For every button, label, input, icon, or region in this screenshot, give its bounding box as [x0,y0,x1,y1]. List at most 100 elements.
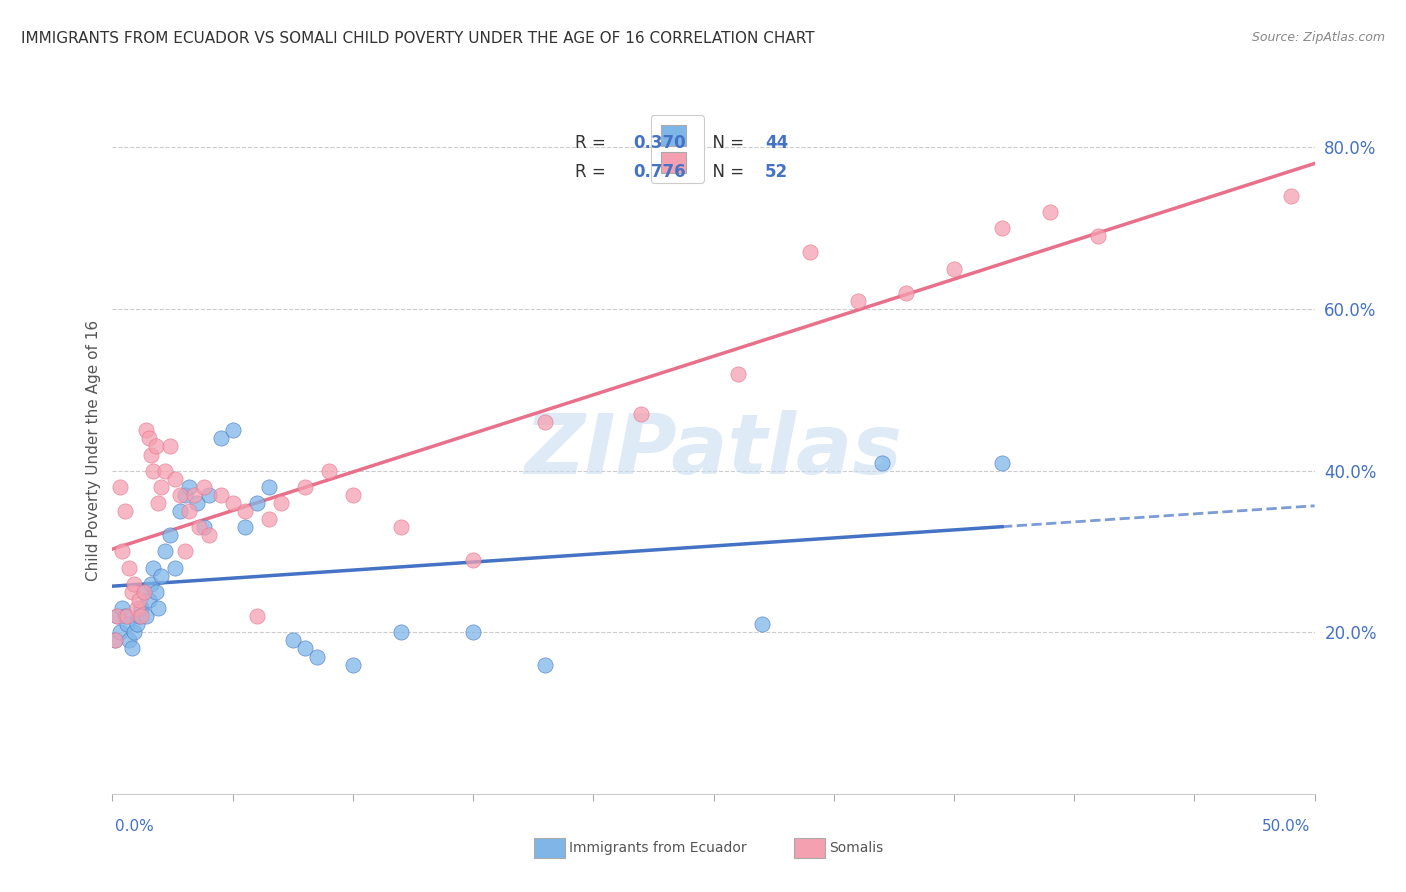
Point [270,496,292,510]
Point [197,528,219,542]
Point [534,657,557,672]
Point [179,480,201,494]
Point [145,585,167,599]
Point [222,496,245,510]
Point [128,593,150,607]
Point [115,609,138,624]
Point [727,367,749,381]
Point [318,464,340,478]
Legend: , : , [651,115,704,183]
Point [1279,189,1302,203]
Point [630,407,652,421]
Point [132,585,155,599]
Text: 50.0%: 50.0% [1263,820,1310,834]
Point [461,625,484,640]
Point [138,593,160,607]
Point [114,504,136,518]
Point [233,504,256,518]
Point [294,480,316,494]
Point [139,576,162,591]
Point [155,464,177,478]
Point [114,609,136,624]
Point [281,633,304,648]
Point [534,415,557,429]
Text: 0.0%: 0.0% [115,820,155,834]
Point [193,520,215,534]
Point [188,520,211,534]
Point [991,456,1014,470]
Point [294,641,316,656]
Point [461,552,484,566]
Text: R =: R = [575,163,612,181]
Point [257,480,280,494]
Point [138,431,160,445]
Point [173,544,195,558]
Point [209,431,232,445]
Point [131,609,153,624]
Point [169,488,191,502]
Point [121,641,143,656]
Point [131,601,153,615]
Text: N =: N = [702,163,749,181]
Point [342,657,364,672]
Text: Immigrants from Ecuador: Immigrants from Ecuador [569,841,747,855]
Point [163,472,186,486]
Point [118,560,141,574]
Point [139,448,162,462]
Point [246,496,269,510]
Point [108,625,131,640]
Text: 0.370: 0.370 [633,134,686,152]
Point [870,456,893,470]
Point [118,633,141,648]
Point [209,488,232,502]
Point [1087,229,1109,244]
Point [104,633,127,648]
Point [193,480,215,494]
Point [142,560,165,574]
Point [1039,205,1062,219]
Point [159,439,181,453]
Point [233,520,256,534]
Point [122,576,145,591]
Point [111,601,134,615]
Y-axis label: Child Poverty Under the Age of 16: Child Poverty Under the Age of 16 [86,320,101,581]
Point [257,512,280,526]
Point [751,617,773,632]
Point [135,609,157,624]
Point [173,488,195,502]
Text: 44: 44 [765,134,789,152]
Text: 0.776: 0.776 [633,163,686,181]
Point [159,528,181,542]
Point [305,649,328,664]
Point [222,423,245,437]
Point [389,520,412,534]
Point [149,568,172,582]
Text: N =: N = [702,134,749,152]
Point [145,439,167,453]
Point [111,544,134,558]
Point [132,585,155,599]
Point [799,245,821,260]
Point [163,560,186,574]
Text: Source: ZipAtlas.com: Source: ZipAtlas.com [1251,31,1385,45]
Point [121,585,143,599]
Point [991,221,1014,235]
Point [179,504,201,518]
Point [894,285,917,300]
Point [846,293,869,308]
Point [246,609,269,624]
Point [115,617,138,632]
Point [186,496,208,510]
Text: R =: R = [575,134,612,152]
Point [105,609,128,624]
Text: 52: 52 [765,163,789,181]
Point [169,504,191,518]
Point [146,496,169,510]
Point [104,633,127,648]
Point [135,423,157,437]
Point [125,601,148,615]
Point [146,601,169,615]
Text: Somalis: Somalis [830,841,884,855]
Text: IMMIGRANTS FROM ECUADOR VS SOMALI CHILD POVERTY UNDER THE AGE OF 16 CORRELATION : IMMIGRANTS FROM ECUADOR VS SOMALI CHILD … [21,31,814,46]
Point [942,261,965,276]
